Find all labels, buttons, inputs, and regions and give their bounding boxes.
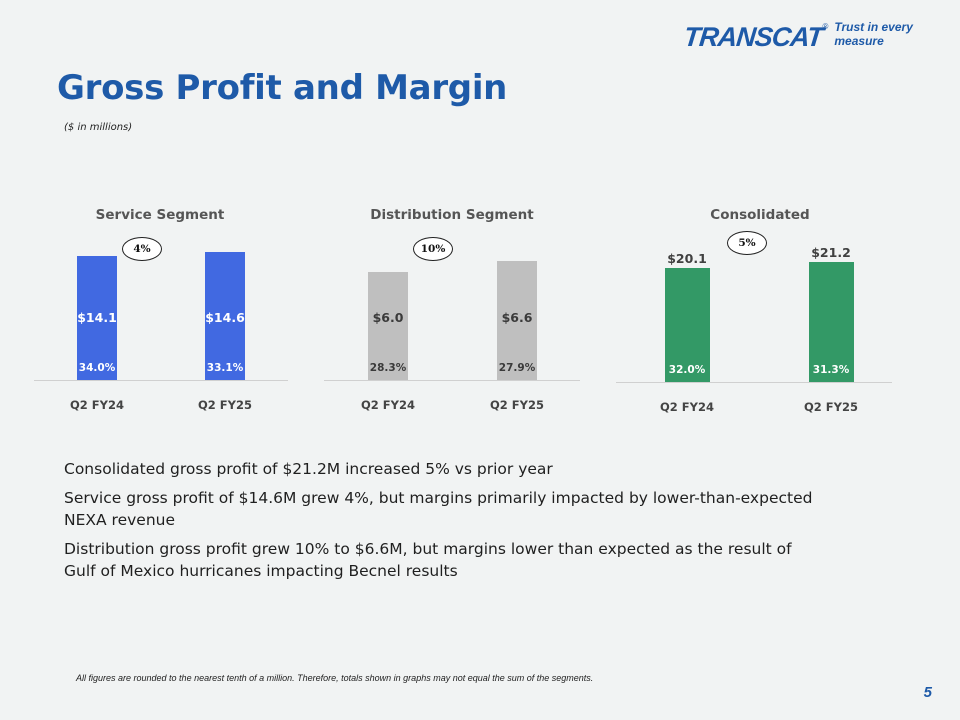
page-number: 5	[923, 684, 932, 701]
consolidated-margin-label: 31.3%	[812, 364, 850, 376]
consolidated-value-label: $20.1	[667, 251, 707, 267]
consolidated-tick-label: Q2 FY24	[660, 400, 714, 414]
bullet-list: Consolidated gross profit of $21.2M incr…	[64, 458, 824, 589]
consolidated-margin-label: 32.0%	[668, 364, 706, 376]
units-note: ($ in millions)	[64, 122, 133, 133]
distribution-segment-tick-label: Q2 FY25	[490, 398, 544, 412]
service-segment-bar-q2-fy25	[205, 251, 245, 380]
distribution-segment-tick-label: Q2 FY24	[361, 398, 415, 412]
consolidated-tick-label: Q2 FY25	[804, 400, 858, 414]
distribution-segment-bar-q2-fy24	[368, 272, 408, 380]
service-segment-value-label: $14.1	[77, 310, 117, 325]
bullet-distribution: Distribution gross profit grew 10% to $6…	[64, 540, 792, 580]
distribution-segment-margin-label: 27.9%	[498, 362, 536, 374]
distribution-segment-value-label: $6.0	[372, 310, 404, 325]
distribution-segment-x-axis	[324, 380, 580, 381]
footnote: All figures are rounded to the nearest t…	[76, 673, 594, 683]
service-segment-margin-label: 33.1%	[206, 362, 244, 374]
page-title: Gross Profit and Margin	[57, 68, 508, 108]
transcat-logo: TRANSCAT ® Trust in every measure	[682, 20, 960, 52]
service-segment-value-label: $14.6	[205, 310, 245, 325]
logo-tagline: Trust in every measure	[834, 20, 913, 48]
distribution-segment-value-label: $6.6	[501, 310, 533, 325]
logo-registered-mark: ®	[822, 22, 829, 31]
distribution-segment-growth-badge: 10%	[413, 237, 453, 261]
distribution-segment-margin-label: 28.3%	[369, 362, 407, 374]
service-segment-tick-label: Q2 FY25	[198, 398, 252, 412]
service-segment-tick-label: Q2 FY24	[70, 398, 124, 412]
consolidated-growth-badge: 5%	[727, 231, 767, 255]
bullet-service: Service gross profit of $14.6M grew 4%, …	[64, 489, 813, 529]
service-segment-chart-title: Service Segment	[95, 207, 225, 223]
consolidated-x-axis	[616, 382, 892, 383]
service-segment-bar-q2-fy24	[77, 255, 117, 380]
bullet-consolidated: Consolidated gross profit of $21.2M incr…	[64, 460, 553, 478]
consolidated-bar-q2-fy25	[808, 261, 854, 382]
service-segment-growth-badge: 4%	[122, 237, 162, 261]
distribution-segment-chart-title: Distribution Segment	[370, 207, 534, 223]
consolidated-value-label: $21.2	[811, 244, 851, 260]
distribution-segment-bar-q2-fy25	[497, 261, 537, 380]
service-segment-margin-label: 34.0%	[78, 362, 116, 374]
service-segment-x-axis	[34, 380, 288, 381]
consolidated-chart-title: Consolidated	[710, 207, 810, 223]
consolidated-bar-q2-fy24	[664, 268, 710, 382]
logo-wordmark: TRANSCAT	[682, 22, 825, 52]
